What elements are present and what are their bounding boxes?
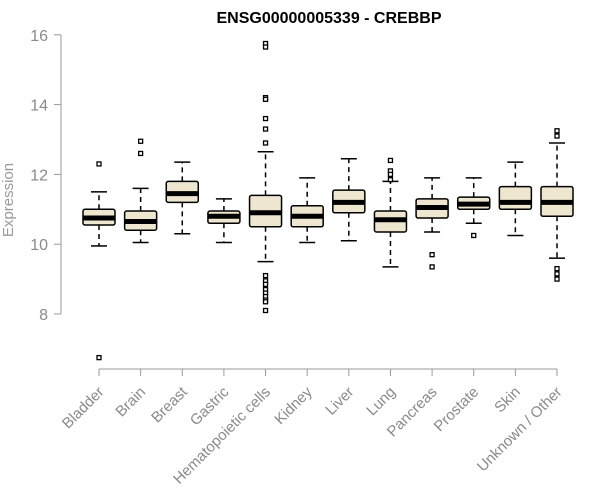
outlier-point (137, 138, 144, 144)
box-series (82, 40, 574, 361)
outlier-point (554, 128, 560, 134)
x-tick-label: Kidney (271, 383, 316, 428)
outlier-point (429, 264, 435, 270)
outlier-point (262, 281, 269, 287)
outlier-point (429, 252, 435, 258)
box-group (540, 128, 574, 282)
outlier-point (262, 140, 269, 146)
y-tick-label: 12 (30, 167, 48, 184)
outlier-point (262, 96, 269, 103)
outlier-point (262, 115, 269, 122)
outlier-point (96, 161, 102, 167)
outlier-point (262, 272, 269, 279)
box-group (165, 161, 200, 235)
outlier-point (262, 44, 269, 50)
x-tick-label: Bladder (59, 384, 108, 433)
box-group (332, 157, 366, 242)
outlier-point (262, 299, 269, 305)
y-axis: 8 10 12 14 16 (30, 28, 62, 324)
outlier-point (137, 150, 144, 157)
x-tick-label: Breast (148, 383, 191, 426)
box-group (415, 177, 449, 270)
box-group (82, 161, 116, 361)
outlier-point (387, 171, 394, 178)
x-tick-label: Liver (322, 384, 357, 419)
box-group (373, 157, 408, 268)
outlier-point (554, 271, 560, 277)
y-tick-label: 14 (30, 98, 48, 115)
outlier-point (96, 354, 102, 361)
outlier-point (554, 276, 560, 282)
box-group (207, 198, 241, 244)
box-group (123, 138, 158, 244)
box-group (248, 40, 283, 314)
y-tick-label: 16 (30, 28, 48, 45)
box-group (456, 177, 491, 239)
outlier-point (262, 307, 269, 314)
box-group (290, 177, 324, 244)
outlier-point (471, 232, 477, 239)
outlier-point (262, 126, 269, 132)
x-tick-label: Prostate (431, 384, 483, 436)
outlier-point (387, 157, 394, 164)
y-axis-label: Expression (0, 163, 17, 237)
outlier-point (387, 176, 394, 183)
outlier-point (554, 133, 560, 139)
box-group (498, 161, 533, 237)
chart-title: ENSG00000005339 - CREBBP (216, 10, 441, 27)
outlier-point (554, 265, 560, 272)
iqr-box (498, 185, 533, 211)
x-tick-label: Skin (491, 384, 524, 417)
y-tick-label: 10 (30, 237, 48, 254)
x-tick-label: Brain (112, 384, 149, 421)
x-tick-label: Lung (363, 384, 399, 420)
y-tick-label: 8 (39, 307, 48, 324)
